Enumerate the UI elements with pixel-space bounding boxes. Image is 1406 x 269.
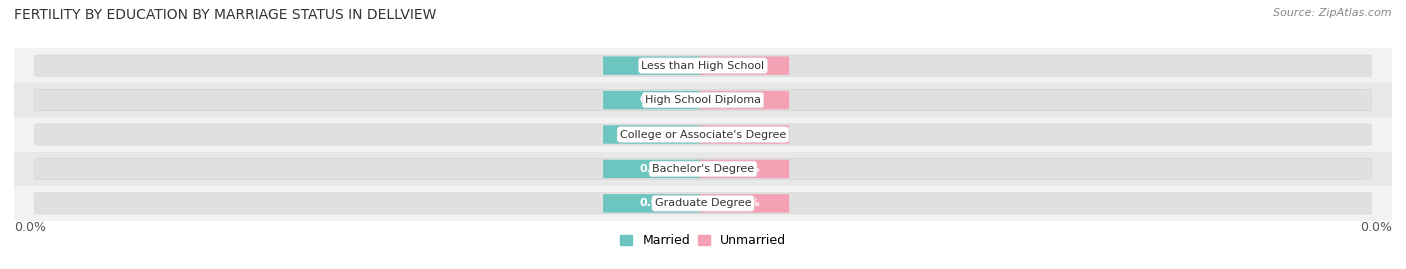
FancyBboxPatch shape	[700, 160, 789, 178]
Bar	[14, 152, 1392, 186]
Bar	[14, 186, 1392, 221]
Text: 0.0%: 0.0%	[1360, 221, 1392, 233]
Text: 0.0%: 0.0%	[730, 129, 759, 140]
FancyBboxPatch shape	[603, 160, 706, 178]
Text: 0.0%: 0.0%	[730, 198, 759, 208]
Text: 0.0%: 0.0%	[730, 61, 759, 71]
Bar	[14, 117, 1392, 152]
Text: College or Associate's Degree: College or Associate's Degree	[620, 129, 786, 140]
FancyBboxPatch shape	[35, 90, 1371, 111]
Legend: Married, Unmarried: Married, Unmarried	[614, 229, 792, 252]
FancyBboxPatch shape	[603, 194, 706, 213]
Text: 0.0%: 0.0%	[640, 61, 671, 71]
FancyBboxPatch shape	[700, 194, 789, 213]
FancyBboxPatch shape	[700, 56, 789, 75]
FancyBboxPatch shape	[700, 91, 789, 109]
FancyBboxPatch shape	[603, 125, 706, 144]
Text: 0.0%: 0.0%	[640, 95, 671, 105]
Bar	[14, 83, 1392, 117]
Text: 0.0%: 0.0%	[640, 198, 671, 208]
Text: 0.0%: 0.0%	[730, 164, 759, 174]
Text: High School Diploma: High School Diploma	[645, 95, 761, 105]
FancyBboxPatch shape	[603, 56, 706, 75]
Bar	[14, 48, 1392, 83]
Text: 0.0%: 0.0%	[730, 95, 759, 105]
FancyBboxPatch shape	[35, 124, 1371, 145]
Text: 0.0%: 0.0%	[14, 221, 46, 233]
Text: Graduate Degree: Graduate Degree	[655, 198, 751, 208]
Text: 0.0%: 0.0%	[640, 129, 671, 140]
FancyBboxPatch shape	[35, 193, 1371, 214]
Text: Bachelor's Degree: Bachelor's Degree	[652, 164, 754, 174]
FancyBboxPatch shape	[35, 158, 1371, 179]
Text: FERTILITY BY EDUCATION BY MARRIAGE STATUS IN DELLVIEW: FERTILITY BY EDUCATION BY MARRIAGE STATU…	[14, 8, 436, 22]
FancyBboxPatch shape	[35, 55, 1371, 76]
FancyBboxPatch shape	[700, 125, 789, 144]
FancyBboxPatch shape	[603, 91, 706, 109]
Text: Less than High School: Less than High School	[641, 61, 765, 71]
Text: Source: ZipAtlas.com: Source: ZipAtlas.com	[1274, 8, 1392, 18]
Text: 0.0%: 0.0%	[640, 164, 671, 174]
